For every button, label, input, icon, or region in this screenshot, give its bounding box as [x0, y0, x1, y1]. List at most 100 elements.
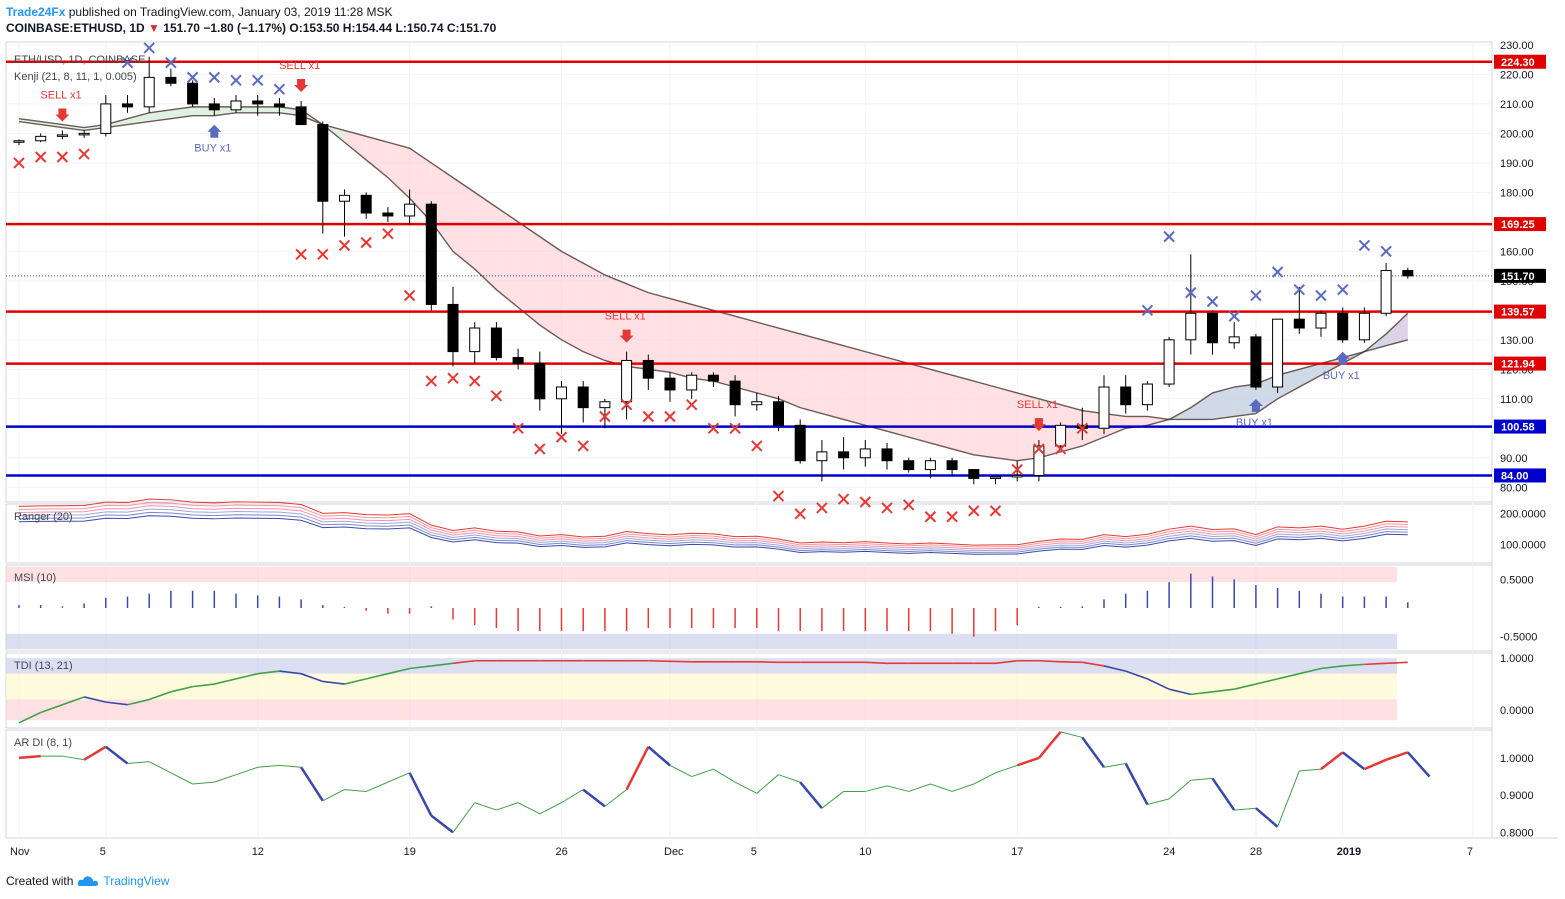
sell-arrow-icon [619, 329, 634, 343]
sell-x-marker-stroke [881, 502, 893, 514]
sell-x-marker-stroke [512, 422, 524, 434]
level-label-bg [1494, 356, 1546, 371]
tdi-line-segment [1255, 678, 1278, 685]
high-label: H: [342, 21, 356, 35]
ardi-line-segment [300, 766, 324, 802]
tdi-line-segment [40, 703, 63, 714]
level-label-bg [1494, 468, 1546, 483]
footer-created-text: Created with [6, 874, 74, 888]
price-tick-label: 190.00 [1500, 158, 1534, 170]
sell-x-marker [360, 236, 372, 249]
ranger-band-line [18, 498, 1408, 546]
level-label: 169.25 [1501, 219, 1535, 231]
candle-down [187, 82, 199, 105]
candle-down [208, 103, 220, 111]
candle-up [1358, 312, 1370, 341]
chart-canvas[interactable]: 80.0090.00100.00110.00120.00130.00140.00… [0, 0, 1565, 870]
candle-down [838, 451, 850, 459]
price-tick-label: 130.00 [1500, 335, 1534, 347]
sell-x-marker-stroke [859, 496, 872, 508]
candle-up [56, 134, 68, 137]
buy-x-marker [273, 83, 286, 95]
candle-up [404, 203, 416, 217]
candle-down [447, 303, 459, 353]
buy-x-marker [1206, 295, 1219, 308]
candle-up [1141, 383, 1153, 406]
tdi-line-segment [1212, 688, 1235, 693]
price-change: −1.80 (−1.17%) [203, 21, 287, 35]
candle-down [1293, 318, 1305, 329]
candle-down [252, 100, 264, 105]
cloud-segment [691, 304, 714, 382]
ranger-band-line [18, 501, 1408, 548]
sell-x-marker [1011, 463, 1023, 476]
ardi-line-segment [713, 768, 736, 783]
ranger-indicator-label: Ranger (20) [14, 511, 73, 523]
cloud-segment [518, 221, 540, 326]
sell-x-marker-stroke [317, 248, 329, 261]
sell-x-marker-stroke [989, 505, 1002, 517]
sell-x-marker-stroke [490, 390, 503, 402]
buy-x-marker [1358, 239, 1371, 252]
cloud-segment-bull [1234, 384, 1256, 417]
sell-x-marker [468, 375, 481, 387]
pane-frame-1 [5, 503, 1493, 564]
candle-down [946, 460, 958, 471]
buy-signal-label: BUY x1 [1323, 370, 1360, 382]
candle-up [100, 103, 112, 134]
cloud-segment-bull [1212, 387, 1235, 420]
level-label: 100.58 [1501, 422, 1535, 434]
candle-up [469, 327, 481, 353]
sell-x-marker-stroke [534, 443, 546, 455]
last-price: 151.70 [163, 21, 200, 35]
buy-x-marker-stroke [251, 74, 264, 87]
ardi-line-segment [1103, 763, 1126, 768]
tdi-line-segment [279, 670, 302, 675]
buy-x-marker-stroke [143, 42, 155, 54]
buy-x-marker-stroke [1336, 283, 1349, 296]
buy-x-marker-stroke [1206, 295, 1219, 308]
cloud-segment [366, 136, 388, 178]
tdi-line-segment [1038, 659, 1061, 663]
sell-x-marker-stroke [707, 422, 720, 434]
tdi-line-segment [648, 659, 671, 663]
sell-arrow-icon [294, 78, 309, 92]
buy-x-marker-stroke [1271, 266, 1284, 278]
tdi-line-segment [431, 662, 454, 667]
tdi-line-segment [1190, 690, 1213, 696]
ardi-line-segment [18, 754, 41, 760]
tdi-line-segment [192, 683, 215, 688]
ardi-tick-label: 1.0000 [1500, 753, 1534, 765]
candle-up [1011, 474, 1023, 478]
candle-up [1055, 424, 1067, 447]
sell-x-marker [295, 248, 307, 261]
ardi-line-segment [1320, 751, 1344, 771]
buy-arrow-icon [1248, 398, 1263, 412]
time-tick-label: 26 [556, 846, 568, 858]
tdi-line-segment [300, 672, 324, 683]
tdi-line-segment [62, 696, 85, 706]
cloud-segment [127, 112, 150, 125]
ardi-line-segment [995, 764, 1018, 774]
ardi-line-segment [778, 774, 801, 783]
buy-x-marker [1380, 245, 1392, 258]
candle-down [317, 124, 329, 202]
cloud-segment [257, 106, 280, 113]
ardi-line-segment [1190, 777, 1213, 781]
candle-up [556, 386, 567, 400]
level-label: 84.00 [1501, 470, 1529, 482]
sell-x-marker-stroke [968, 505, 980, 517]
ardi-line-segment [1299, 768, 1322, 772]
candle-up [78, 132, 90, 136]
candle-up [816, 451, 828, 462]
candle-down [534, 362, 546, 400]
buy-x-marker [121, 56, 134, 69]
time-tick-label: 10 [859, 846, 871, 858]
footer-brand[interactable]: TradingView [103, 874, 170, 888]
ardi-line-segment [1277, 770, 1300, 828]
buy-signal-label: BUY x1 [1236, 417, 1273, 429]
level-label: 224.30 [1501, 57, 1535, 69]
price-tick-label: 110.00 [1500, 394, 1533, 406]
tdi-line-segment [344, 678, 367, 685]
publisher-brand[interactable]: Trade24Fx [6, 5, 66, 19]
